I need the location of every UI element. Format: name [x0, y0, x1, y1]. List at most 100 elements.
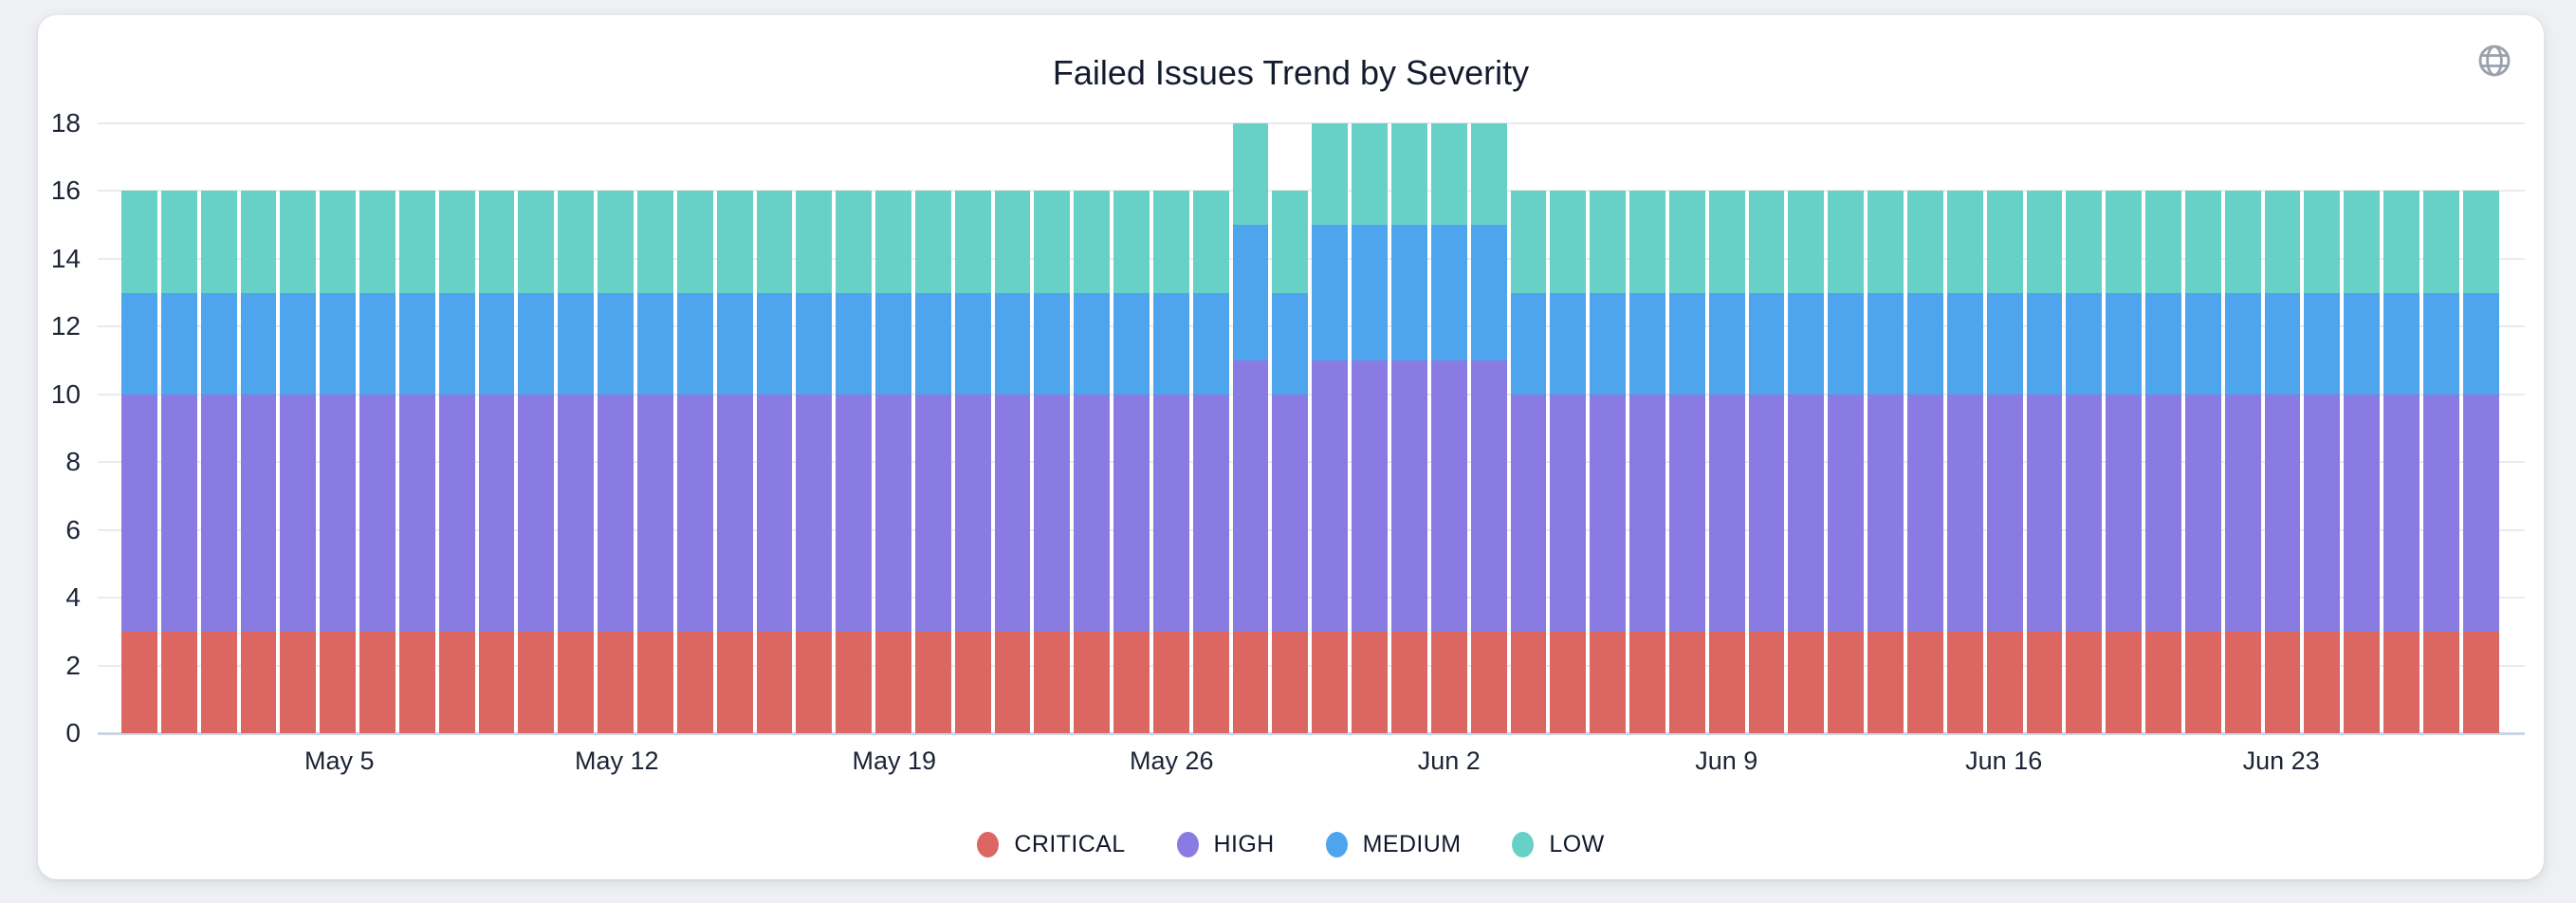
bar-segment-medium[interactable]	[1946, 292, 1983, 395]
bar-column[interactable]	[2066, 123, 2103, 733]
bar-column[interactable]	[875, 123, 911, 733]
bar-segment-medium[interactable]	[676, 292, 713, 395]
bar-segment-medium[interactable]	[836, 292, 873, 395]
bar-segment-critical[interactable]	[359, 631, 396, 733]
bar-segment-high[interactable]	[1074, 394, 1111, 632]
bar-segment-critical[interactable]	[1946, 631, 1983, 733]
bar-segment-low[interactable]	[2264, 191, 2301, 293]
bar-segment-high[interactable]	[121, 394, 157, 632]
bar-segment-critical[interactable]	[2224, 631, 2261, 733]
bar-segment-low[interactable]	[1828, 191, 1865, 293]
bar-segment-critical[interactable]	[1352, 631, 1388, 733]
bar-segment-high[interactable]	[320, 394, 357, 632]
bar-segment-low[interactable]	[914, 191, 951, 293]
bar-column[interactable]	[1629, 123, 1665, 733]
bar-segment-high[interactable]	[2344, 394, 2381, 632]
bar-column[interactable]	[438, 123, 475, 733]
bar-segment-low[interactable]	[2066, 191, 2103, 293]
bar-segment-medium[interactable]	[280, 292, 317, 395]
bar-segment-high[interactable]	[1192, 394, 1229, 632]
bar-segment-low[interactable]	[1192, 191, 1229, 293]
bar-column[interactable]	[1828, 123, 1865, 733]
bar-segment-high[interactable]	[836, 394, 873, 632]
bar-segment-low[interactable]	[478, 191, 515, 293]
bar-segment-critical[interactable]	[954, 631, 991, 733]
bar-segment-high[interactable]	[2264, 394, 2301, 632]
bar-column[interactable]	[1550, 123, 1587, 733]
bar-column[interactable]	[676, 123, 713, 733]
bar-segment-medium[interactable]	[1748, 292, 1785, 395]
bar-segment-critical[interactable]	[1391, 631, 1427, 733]
bar-segment-high[interactable]	[1906, 394, 1943, 632]
bar-segment-medium[interactable]	[796, 292, 833, 395]
bar-column[interactable]	[1906, 123, 1943, 733]
bar-segment-high[interactable]	[1152, 394, 1189, 632]
bar-segment-critical[interactable]	[2304, 631, 2341, 733]
bar-segment-low[interactable]	[1868, 191, 1904, 293]
bar-segment-medium[interactable]	[1906, 292, 1943, 395]
bar-column[interactable]	[1113, 123, 1150, 733]
bar-segment-critical[interactable]	[478, 631, 515, 733]
bar-segment-critical[interactable]	[1868, 631, 1904, 733]
bar-segment-medium[interactable]	[2106, 292, 2143, 395]
bar-column[interactable]	[280, 123, 317, 733]
bar-segment-low[interactable]	[1272, 191, 1309, 293]
bar-segment-medium[interactable]	[200, 292, 237, 395]
bar-segment-critical[interactable]	[1272, 631, 1309, 733]
bar-segment-critical[interactable]	[2264, 631, 2301, 733]
bar-segment-high[interactable]	[716, 394, 753, 632]
bar-segment-medium[interactable]	[2344, 292, 2381, 395]
bar-segment-low[interactable]	[2462, 191, 2499, 293]
bar-segment-high[interactable]	[2145, 394, 2181, 632]
bar-segment-low[interactable]	[280, 191, 317, 293]
bar-segment-medium[interactable]	[756, 292, 793, 395]
bar-segment-critical[interactable]	[1788, 631, 1825, 733]
bar-segment-critical[interactable]	[1192, 631, 1229, 733]
bar-segment-high[interactable]	[359, 394, 396, 632]
bar-segment-medium[interactable]	[2184, 292, 2221, 395]
bar-segment-medium[interactable]	[240, 292, 277, 395]
bar-segment-medium[interactable]	[2304, 292, 2341, 395]
bar-segment-medium[interactable]	[1391, 225, 1427, 361]
bar-segment-critical[interactable]	[2026, 631, 2063, 733]
bar-segment-low[interactable]	[2106, 191, 2143, 293]
bar-column[interactable]	[1352, 123, 1388, 733]
bar-segment-medium[interactable]	[1550, 292, 1587, 395]
bar-segment-critical[interactable]	[2383, 631, 2420, 733]
bar-segment-low[interactable]	[1590, 191, 1627, 293]
bar-column[interactable]	[1986, 123, 2023, 733]
bar-column[interactable]	[1391, 123, 1427, 733]
bar-segment-medium[interactable]	[2264, 292, 2301, 395]
bar-segment-medium[interactable]	[1152, 292, 1189, 395]
legend-item-low[interactable]: LOW	[1512, 831, 1604, 858]
bar-segment-critical[interactable]	[518, 631, 555, 733]
bar-segment-critical[interactable]	[2422, 631, 2459, 733]
bar-segment-high[interactable]	[1590, 394, 1627, 632]
bar-segment-low[interactable]	[1510, 191, 1547, 293]
bar-column[interactable]	[1946, 123, 1983, 733]
bar-segment-medium[interactable]	[1352, 225, 1388, 361]
bar-segment-high[interactable]	[2184, 394, 2221, 632]
bar-column[interactable]	[836, 123, 873, 733]
bar-segment-critical[interactable]	[2344, 631, 2381, 733]
bar-segment-high[interactable]	[994, 394, 1031, 632]
bar-segment-low[interactable]	[875, 191, 911, 293]
bar-segment-medium[interactable]	[2462, 292, 2499, 395]
bar-segment-low[interactable]	[636, 191, 673, 293]
bar-segment-high[interactable]	[1470, 360, 1507, 632]
bar-segment-medium[interactable]	[160, 292, 197, 395]
bar-segment-high[interactable]	[796, 394, 833, 632]
bar-segment-high[interactable]	[914, 394, 951, 632]
bar-column[interactable]	[2383, 123, 2420, 733]
bar-segment-critical[interactable]	[1708, 631, 1745, 733]
bar-segment-medium[interactable]	[1232, 225, 1269, 361]
bar-column[interactable]	[2026, 123, 2063, 733]
bar-segment-high[interactable]	[875, 394, 911, 632]
bar-segment-high[interactable]	[1510, 394, 1547, 632]
bar-segment-low[interactable]	[2026, 191, 2063, 293]
bar-segment-high[interactable]	[1550, 394, 1587, 632]
bar-segment-high[interactable]	[1986, 394, 2023, 632]
bar-column[interactable]	[1510, 123, 1547, 733]
bar-segment-critical[interactable]	[121, 631, 157, 733]
bar-segment-high[interactable]	[676, 394, 713, 632]
